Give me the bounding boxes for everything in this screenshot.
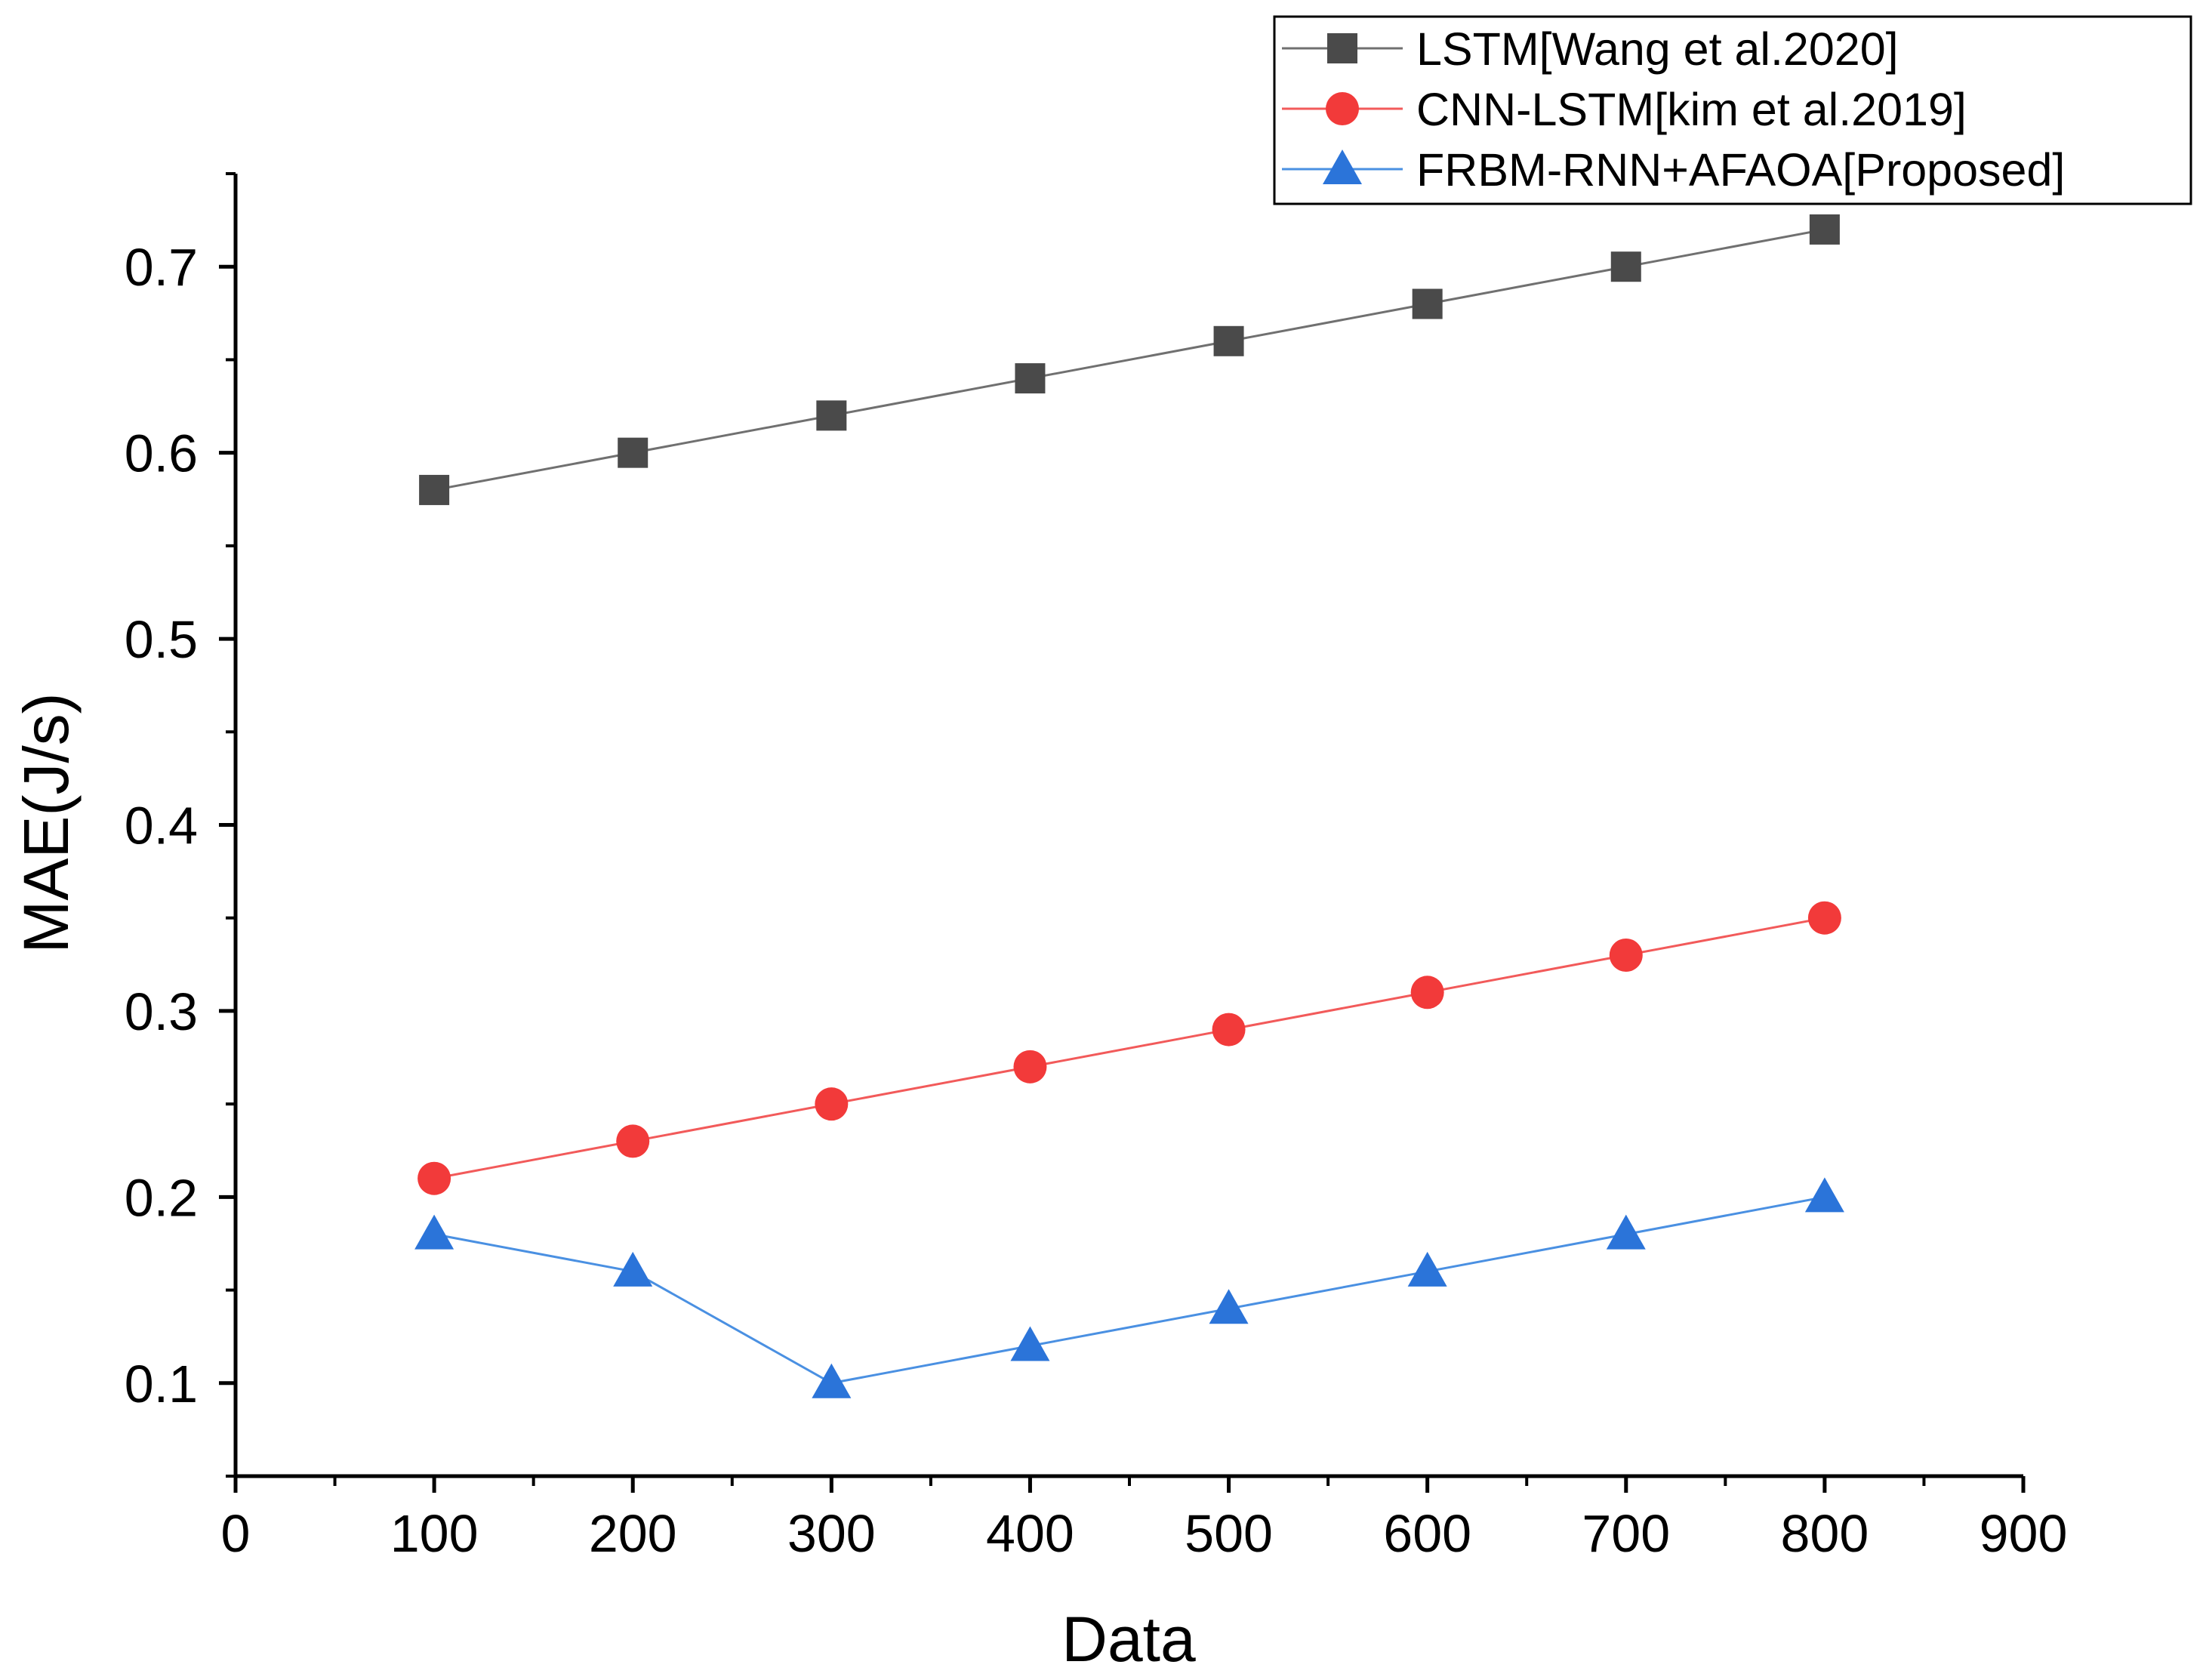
x-axis-title: Data bbox=[1061, 1604, 1196, 1675]
data-point bbox=[1010, 1326, 1050, 1361]
legend-label: CNN-LSTM[kim et al.2019] bbox=[1416, 84, 1967, 135]
data-point bbox=[1807, 901, 1841, 935]
legend-entry: LSTM[Wang et al.2020] bbox=[1282, 23, 1899, 75]
data-point bbox=[1809, 214, 1840, 245]
legend-box bbox=[1273, 15, 2192, 205]
data-point bbox=[1606, 1214, 1646, 1250]
data-point bbox=[1213, 325, 1244, 356]
data-point bbox=[1609, 939, 1643, 972]
data-point bbox=[613, 1251, 653, 1287]
x-tick-label: 200 bbox=[589, 1504, 677, 1563]
data-point bbox=[417, 1161, 451, 1195]
data-point bbox=[1412, 288, 1443, 319]
x-tick-label: 800 bbox=[1780, 1504, 1869, 1563]
series-2 bbox=[417, 901, 1841, 1195]
x-tick-label: 500 bbox=[1185, 1504, 1273, 1563]
axes: 0 100 200 300 400 500 600 700 800 900 0.1 0.2 0.3 0.4… bbox=[125, 172, 2068, 1563]
series-line bbox=[433, 917, 1825, 1180]
x-tick-label: 300 bbox=[787, 1504, 876, 1563]
y-tick-label: 0.6 bbox=[125, 424, 198, 483]
legend-entry: CNN-LSTM[kim et al.2019] bbox=[1282, 84, 1967, 135]
series-3 bbox=[414, 1177, 1844, 1398]
x-tick-label: 0 bbox=[221, 1504, 251, 1563]
x-tick-label: 600 bbox=[1383, 1504, 1471, 1563]
data-point bbox=[1015, 363, 1046, 394]
data-point bbox=[816, 400, 847, 431]
y-tick-label: 0.3 bbox=[125, 982, 198, 1041]
y-tick-label: 0.1 bbox=[125, 1355, 198, 1413]
x-tick-label: 900 bbox=[1980, 1504, 2068, 1563]
y-tick-label: 0.7 bbox=[125, 238, 198, 297]
data-point bbox=[419, 474, 450, 505]
series-layer bbox=[414, 214, 1844, 1398]
data-point bbox=[1212, 1013, 1246, 1047]
legend-label: FRBM-RNN+AFAOA[Proposed] bbox=[1416, 144, 2065, 196]
data-point bbox=[1410, 976, 1444, 1010]
data-point bbox=[1804, 1177, 1844, 1213]
legend-marker bbox=[1327, 33, 1357, 63]
legend-label: LSTM[Wang et al.2020] bbox=[1416, 23, 1899, 75]
data-point bbox=[1610, 251, 1641, 282]
data-point bbox=[1209, 1289, 1249, 1324]
data-point bbox=[414, 1214, 454, 1250]
data-point bbox=[812, 1363, 852, 1398]
data-point bbox=[618, 437, 649, 468]
x-tick-label: 700 bbox=[1582, 1504, 1670, 1563]
y-tick-label: 0.5 bbox=[125, 610, 198, 669]
data-point bbox=[1407, 1251, 1447, 1287]
legend: LSTM[Wang et al.2020] CNN-LSTM[kim et al.… bbox=[1273, 15, 2192, 205]
legend-marker bbox=[1323, 150, 1362, 184]
series-1 bbox=[419, 214, 1840, 505]
series-line bbox=[433, 228, 1825, 492]
data-point bbox=[815, 1087, 849, 1121]
x-tick-label: 400 bbox=[986, 1504, 1074, 1563]
y-axis-title: MAE(J/s) bbox=[11, 692, 82, 953]
data-point bbox=[616, 1124, 650, 1158]
x-tick-label: 100 bbox=[390, 1504, 479, 1563]
series-line bbox=[433, 1195, 1825, 1385]
data-point bbox=[1013, 1050, 1047, 1084]
legend-marker bbox=[1326, 92, 1359, 125]
legend-entry: FRBM-RNN+AFAOA[Proposed] bbox=[1282, 144, 2065, 196]
y-tick-label: 0.4 bbox=[125, 797, 198, 855]
y-tick-label: 0.2 bbox=[125, 1168, 198, 1227]
